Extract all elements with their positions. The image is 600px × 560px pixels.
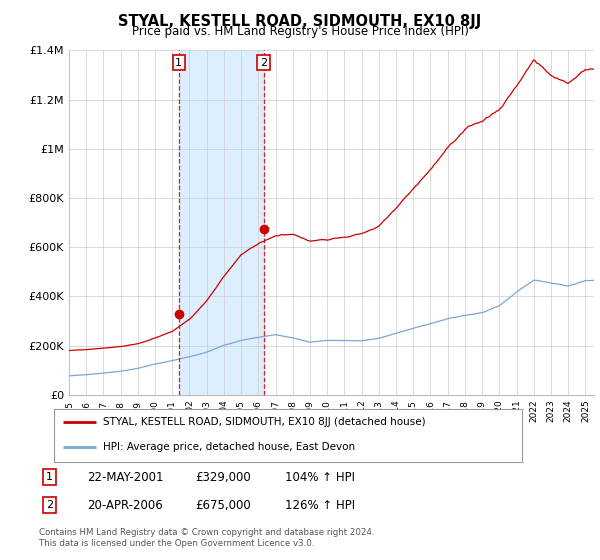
Text: 2: 2 [260, 58, 267, 68]
Bar [179, 50, 263, 395]
Text: Price paid vs. HM Land Registry's House Price Index (HPI): Price paid vs. HM Land Registry's House … [131, 25, 469, 38]
Text: 1: 1 [175, 58, 182, 68]
Text: 2: 2 [46, 500, 53, 510]
Text: 104% ↑ HPI: 104% ↑ HPI [285, 470, 355, 484]
Text: Contains HM Land Registry data © Crown copyright and database right 2024.
This d: Contains HM Land Registry data © Crown c… [39, 528, 374, 548]
Text: 126% ↑ HPI: 126% ↑ HPI [285, 498, 355, 512]
Text: £675,000: £675,000 [195, 498, 251, 512]
Text: HPI: Average price, detached house, East Devon: HPI: Average price, detached house, East… [103, 442, 355, 452]
Text: 22-MAY-2001: 22-MAY-2001 [87, 470, 163, 484]
Text: 20-APR-2006: 20-APR-2006 [87, 498, 163, 512]
Text: £329,000: £329,000 [195, 470, 251, 484]
Text: STYAL, KESTELL ROAD, SIDMOUTH, EX10 8JJ: STYAL, KESTELL ROAD, SIDMOUTH, EX10 8JJ [118, 14, 482, 29]
Text: 1: 1 [46, 472, 53, 482]
Text: STYAL, KESTELL ROAD, SIDMOUTH, EX10 8JJ (detached house): STYAL, KESTELL ROAD, SIDMOUTH, EX10 8JJ … [103, 417, 426, 427]
